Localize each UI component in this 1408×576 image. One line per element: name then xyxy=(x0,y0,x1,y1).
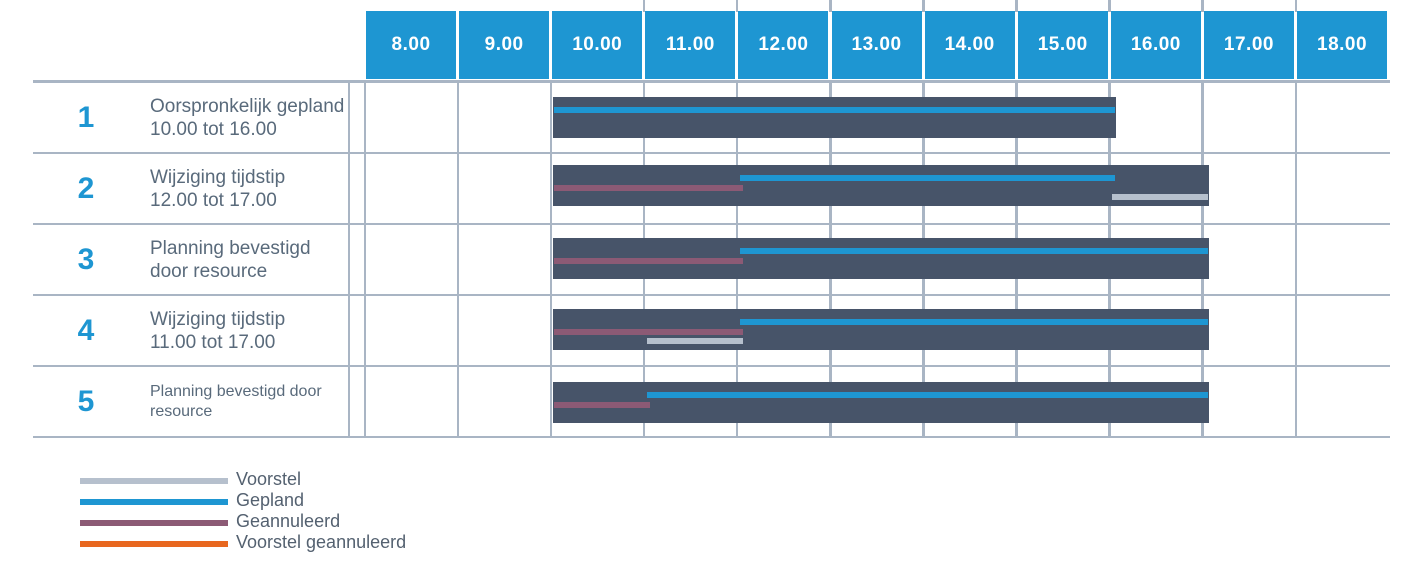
gridline xyxy=(456,80,460,437)
row-label-line: Wijziging tijdstip xyxy=(150,166,286,188)
row-label: Oorspronkelijk gepland 10.00 tot 16.00 xyxy=(150,82,370,153)
segment-geannuleerd xyxy=(553,258,743,264)
row-label-line: 11.00 tot 17.00 xyxy=(150,331,276,353)
time-axis-cell: 15.00 xyxy=(1017,11,1108,79)
gridline xyxy=(363,80,366,437)
time-axis-cell: 11.00 xyxy=(645,11,736,79)
top-tick xyxy=(1294,0,1297,12)
row-label: Planning bevestigd door resource xyxy=(150,224,370,295)
segment-geannuleerd xyxy=(553,402,650,408)
row-number: 2 xyxy=(77,171,95,205)
schedule-bar xyxy=(552,97,1117,138)
time-axis-cell: 14.00 xyxy=(924,11,1015,79)
segment-gepland xyxy=(739,319,1209,325)
top-tick xyxy=(1201,0,1204,12)
time-axis-cell: 13.00 xyxy=(831,11,922,79)
legend-label: Voorstel geannuleerd xyxy=(236,532,407,552)
row-number: 5 xyxy=(77,384,95,418)
row-number: 4 xyxy=(77,313,95,347)
row-label-line: Planning bevestigd door xyxy=(150,382,322,400)
row-number: 1 xyxy=(77,100,95,134)
segment-voorstel xyxy=(646,338,743,344)
row-separator xyxy=(33,80,1390,83)
row-label: Wijziging tijdstip 12.00 tot 17.00 xyxy=(150,153,370,224)
row-separator xyxy=(33,293,1390,296)
row-separator xyxy=(33,435,1390,438)
legend-line-gepland xyxy=(80,499,228,505)
time-axis-cell: 17.00 xyxy=(1203,11,1294,79)
segment-geannuleerd xyxy=(553,329,743,335)
row-number: 3 xyxy=(77,242,95,276)
row-label-line: Oorspronkelijk gepland xyxy=(150,95,345,117)
top-tick xyxy=(829,0,832,12)
time-axis-cell: 16.00 xyxy=(1110,11,1201,79)
legend-line-voorstel xyxy=(80,478,228,484)
label-column-border xyxy=(348,82,350,437)
time-axis-cell: 8.00 xyxy=(366,11,457,79)
row-separator xyxy=(33,151,1390,154)
time-axis-cell: 12.00 xyxy=(738,11,829,79)
row-separator xyxy=(33,364,1390,367)
time-axis-cell: 9.00 xyxy=(459,11,550,79)
legend-label: Gepland xyxy=(236,490,305,510)
row-label-line: Planning bevestigd xyxy=(150,237,311,259)
top-tick xyxy=(922,0,925,12)
legend-line-geannuleerd xyxy=(80,520,228,526)
segment-gepland xyxy=(553,107,1116,113)
top-tick xyxy=(1015,0,1018,12)
segment-gepland xyxy=(739,248,1209,254)
row-label-line: 12.00 tot 17.00 xyxy=(150,189,277,211)
top-tick xyxy=(1108,0,1111,12)
segment-gepland xyxy=(739,175,1116,181)
time-axis-cell: 18.00 xyxy=(1297,11,1388,79)
legend-label: Geannuleerd xyxy=(236,511,341,531)
legend-line-voorstel_geannuleerd xyxy=(80,541,228,547)
row-label-line: resource xyxy=(150,402,213,420)
gridline xyxy=(1294,80,1297,437)
segment-gepland xyxy=(646,392,1209,398)
schedule-bar xyxy=(552,382,1210,423)
row-separator xyxy=(33,222,1390,225)
row-label-line: 10.00 tot 16.00 xyxy=(150,118,277,140)
time-axis-cell: 10.00 xyxy=(552,11,643,79)
gridline xyxy=(549,80,553,437)
segment-voorstel xyxy=(1112,194,1209,200)
top-tick xyxy=(642,0,646,12)
legend-label: Voorstel xyxy=(236,469,302,489)
row-label: Wijziging tijdstip 11.00 tot 17.00 xyxy=(150,295,370,366)
row-label: Planning bevestigd door resource xyxy=(150,366,370,437)
row-label-line: door resource xyxy=(150,260,268,282)
row-label-line: Wijziging tijdstip xyxy=(150,308,286,330)
segment-geannuleerd xyxy=(553,185,743,191)
top-tick xyxy=(735,0,739,12)
